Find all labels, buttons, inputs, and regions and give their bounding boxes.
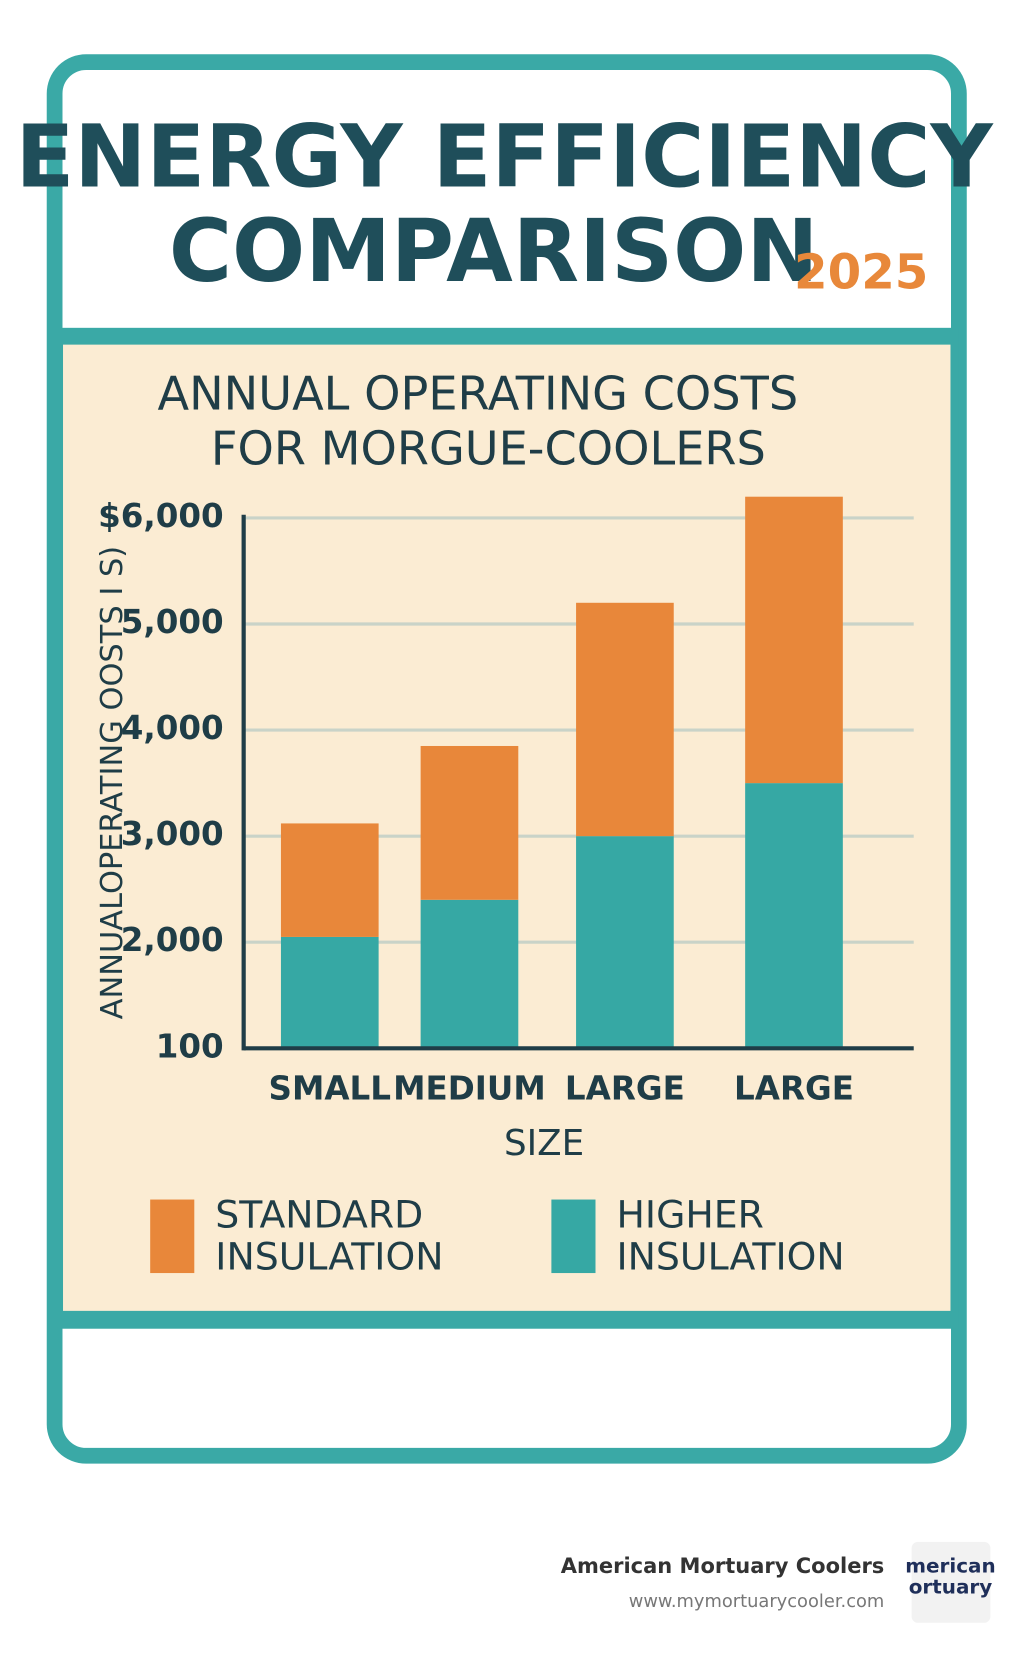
bar-segment bbox=[280, 823, 379, 937]
legend-swatch bbox=[551, 1199, 596, 1274]
y-tick-label: 3,000 bbox=[121, 815, 224, 853]
legend-label-line: INSULATION bbox=[617, 1234, 845, 1278]
bar-segment bbox=[745, 496, 843, 784]
logo bbox=[911, 1541, 991, 1623]
y-tick-label: 100 bbox=[156, 1027, 224, 1065]
y-tick-label: 4,000 bbox=[121, 709, 224, 747]
page-title: COMPARISON bbox=[169, 202, 819, 302]
bar-segment bbox=[420, 745, 519, 900]
x-tick-label: LARGE bbox=[734, 1069, 854, 1107]
y-axis-label: ANNUALOPERATING OOSTS I S) bbox=[95, 546, 130, 1020]
chart-title: FOR MORGUE-COOLERS bbox=[211, 421, 766, 475]
legend-label-line: INSULATION bbox=[215, 1234, 443, 1278]
y-tick-label: 2,000 bbox=[121, 921, 224, 959]
x-tick-label: MEDIUM bbox=[393, 1069, 546, 1107]
logo-text: ortuary bbox=[909, 1575, 993, 1599]
bar-segment bbox=[576, 602, 674, 837]
company-url: www.mymortuarycooler.com bbox=[629, 1591, 885, 1612]
x-axis-label: SIZE bbox=[504, 1123, 584, 1164]
y-tick-label: $6,000 bbox=[98, 497, 224, 535]
page-title: ENERGY EFFICIENCY bbox=[15, 107, 994, 207]
legend-label: STANDARD INSULATION bbox=[215, 1192, 443, 1278]
logo-text: merican bbox=[905, 1554, 995, 1578]
year: 2025 bbox=[794, 244, 928, 300]
y-tick-label: 5,000 bbox=[121, 603, 224, 641]
chart-title: ANNUAL OPERATING COSTS bbox=[158, 367, 799, 421]
bar-segment bbox=[420, 899, 519, 1049]
x-tick-label: SMALL bbox=[269, 1069, 392, 1107]
plot: 100 2,000 3,000 4,000 5,000 $6,000 SMALL MEDIUM… bbox=[98, 496, 914, 1278]
legend-label-line: HIGHER bbox=[617, 1192, 764, 1236]
company-name: American Mortuary Coolers bbox=[561, 1554, 885, 1578]
legend-label-line: STANDARD bbox=[215, 1192, 423, 1236]
bar-segment bbox=[280, 936, 379, 1049]
legend-label: HIGHER INSULATION bbox=[617, 1192, 845, 1278]
bar-segment bbox=[576, 836, 674, 1049]
bar-segment bbox=[745, 783, 843, 1049]
x-tick-label: LARGE bbox=[565, 1069, 685, 1107]
legend-swatch bbox=[150, 1199, 195, 1274]
